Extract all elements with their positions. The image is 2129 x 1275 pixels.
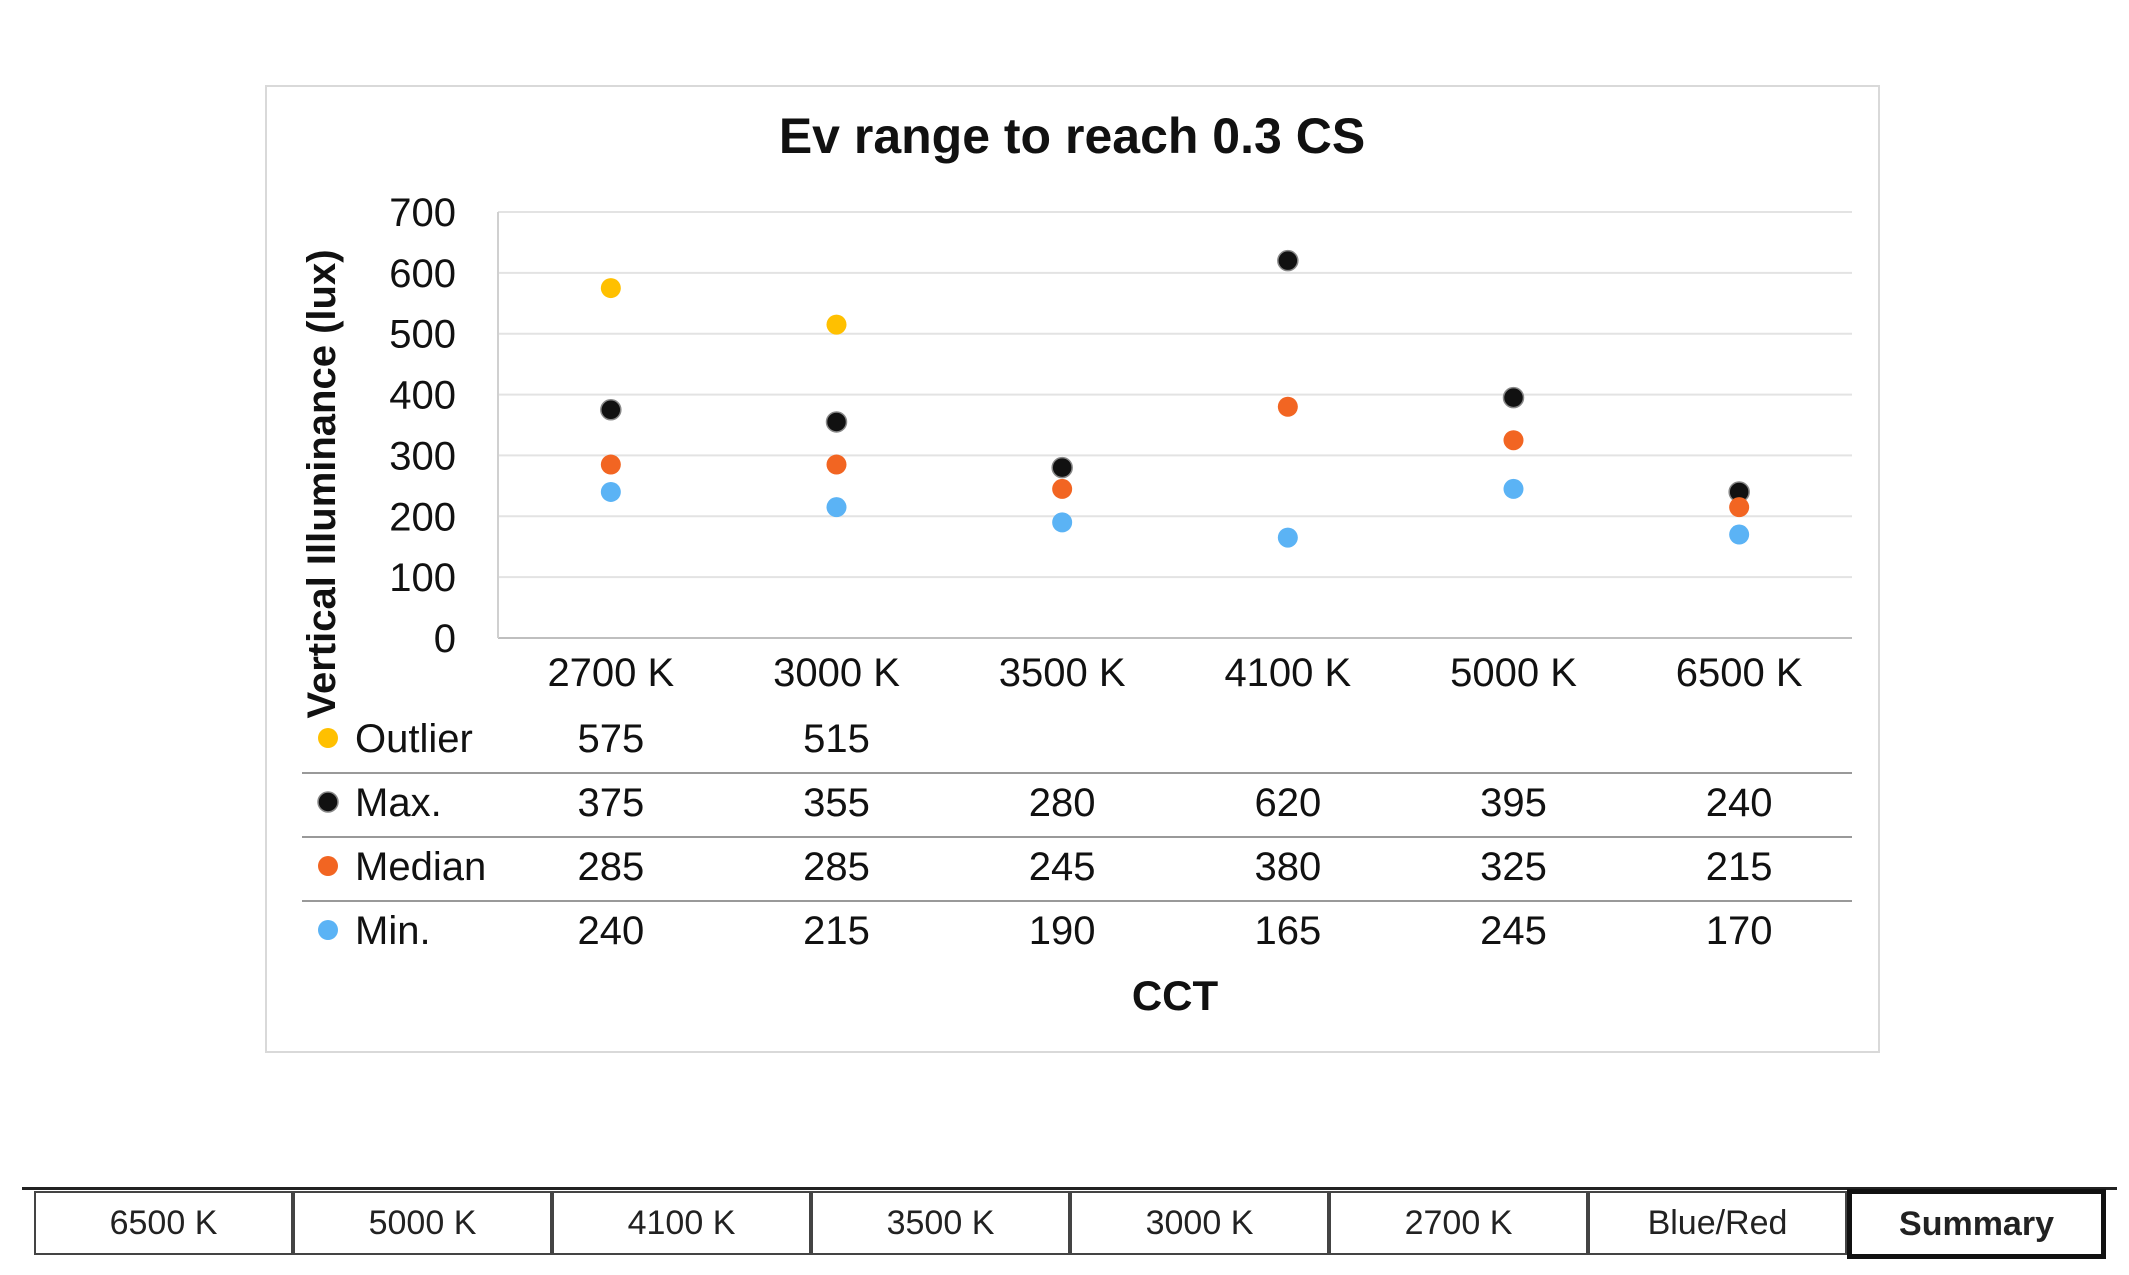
sheet-tab-3000-k[interactable]: 3000 K — [1070, 1191, 1329, 1255]
table-cell: 285 — [803, 845, 870, 889]
legend-marker — [317, 791, 339, 813]
x-ticks: 2700 K 3000 K 3500 K 4100 K 5000 K 6500 K — [547, 651, 1802, 695]
table-row-label: Median — [355, 845, 486, 889]
data-table: Outlier 575 515 Max. 375 355 280 620 395 240 Media… — [302, 717, 1852, 953]
sheet-tab-blue-red[interactable]: Blue/Red — [1588, 1191, 1847, 1255]
x-tick-label: 2700 K — [547, 651, 674, 695]
x-tick-label: 5000 K — [1450, 651, 1577, 695]
table-cell: 280 — [1029, 781, 1096, 825]
sheet-tab-5000-k[interactable]: 5000 K — [293, 1191, 552, 1255]
data-point — [600, 278, 621, 299]
data-point — [1052, 478, 1073, 499]
y-tick-label: 400 — [389, 374, 456, 418]
data-point — [600, 481, 621, 502]
table-cell: 355 — [803, 781, 870, 825]
x-tick-label: 6500 K — [1676, 651, 1803, 695]
table-row-label: Min. — [355, 909, 431, 953]
table-cell: 245 — [1480, 909, 1547, 953]
table-cell: 240 — [1706, 781, 1773, 825]
table-cell: 285 — [577, 845, 644, 889]
data-point — [600, 399, 622, 421]
y-tick-label: 100 — [389, 556, 456, 600]
legend-marker — [318, 856, 338, 876]
y-tick-label: 700 — [389, 191, 456, 235]
table-cell: 375 — [577, 781, 644, 825]
table-cell: 215 — [1706, 845, 1773, 889]
sheet-tab-6500-k[interactable]: 6500 K — [34, 1191, 293, 1255]
legend-marker — [318, 920, 338, 940]
data-point — [825, 411, 848, 433]
y-tick-label: 300 — [389, 434, 456, 478]
data-point — [826, 497, 847, 518]
data-point — [1277, 396, 1298, 417]
data-point — [1503, 478, 1524, 499]
grid — [497, 211, 1852, 639]
y-tick-label: 600 — [389, 252, 456, 296]
sheet-tab-2700-k[interactable]: 2700 K — [1329, 1191, 1588, 1255]
data-point — [1277, 249, 1299, 272]
table-cell: 240 — [577, 909, 644, 953]
table-cell: 190 — [1029, 909, 1096, 953]
data-point — [826, 314, 847, 335]
table-row-label: Max. — [355, 781, 442, 825]
table-cell: 165 — [1254, 909, 1321, 953]
chart: Ev range to reach 0.3 CS Vertical Illumi… — [265, 85, 1880, 1053]
x-tick-label: 4100 K — [1224, 651, 1351, 695]
table-cell: 515 — [803, 717, 870, 761]
data-point — [1277, 527, 1298, 548]
data-point — [1502, 386, 1525, 409]
table-row-label: Outlier — [355, 717, 473, 761]
table-cell: 170 — [1706, 909, 1773, 953]
sheet-tab-3500-k[interactable]: 3500 K — [811, 1191, 1070, 1255]
sheet-tab-bar: 6500 K 5000 K 4100 K 3500 K 3000 K 2700 K Blue… — [22, 1187, 2117, 1259]
data-points — [600, 249, 1750, 548]
x-tick-label: 3500 K — [999, 651, 1126, 695]
legend-marker — [318, 728, 338, 748]
table-cell: 215 — [803, 909, 870, 953]
data-point — [1052, 512, 1073, 533]
data-point — [826, 454, 847, 475]
table-cell: 395 — [1480, 781, 1547, 825]
table-cell: 325 — [1480, 845, 1547, 889]
y-tick-label: 0 — [434, 617, 456, 661]
table-cell: 575 — [577, 717, 644, 761]
chart-title: Ev range to reach 0.3 CS — [779, 108, 1365, 164]
y-tick-label: 500 — [389, 313, 456, 357]
data-point — [1729, 497, 1750, 518]
data-point — [1503, 430, 1524, 451]
chart-border — [265, 85, 1880, 1053]
data-point — [1051, 456, 1073, 479]
y-ticks: 0 100 200 300 400 500 600 700 — [389, 191, 456, 661]
data-point — [1729, 524, 1750, 545]
table-cell: 245 — [1029, 845, 1096, 889]
y-tick-label: 200 — [389, 495, 456, 539]
sheet-tab-4100-k[interactable]: 4100 K — [552, 1191, 811, 1255]
x-tick-label: 3000 K — [773, 651, 900, 695]
data-point — [600, 454, 621, 475]
y-axis-label: Vertical Illuminance (lux) — [300, 249, 344, 718]
table-cell: 620 — [1254, 781, 1321, 825]
tab-bar-rule — [22, 1187, 2117, 1190]
table-cell: 380 — [1254, 845, 1321, 889]
sheet-tab-summary[interactable]: Summary — [1847, 1189, 2106, 1259]
x-axis-label: CCT — [1132, 972, 1219, 1019]
